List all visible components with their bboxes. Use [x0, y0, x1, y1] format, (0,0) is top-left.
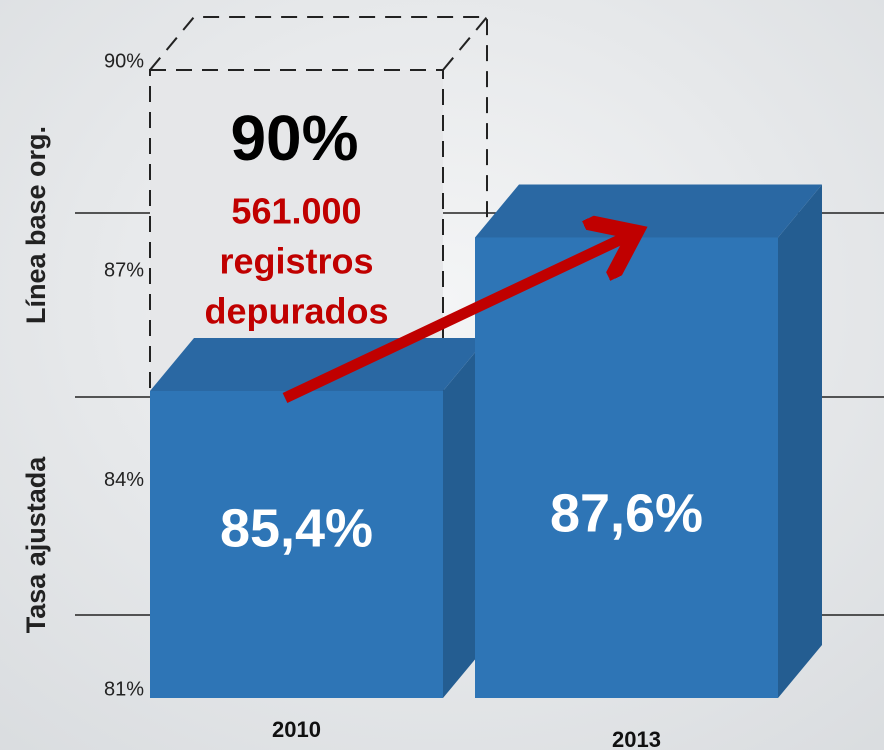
y-tick-label: 81% — [104, 678, 144, 700]
bar — [475, 237, 778, 698]
y-tick-label: 90% — [104, 50, 144, 72]
target-box-depth — [149, 16, 488, 338]
x-tick-label: 2013 — [612, 727, 661, 750]
value-label: 87,6% — [550, 483, 703, 543]
arrow — [282, 236, 628, 403]
y-axis-label: Tasa ajustada — [21, 456, 51, 634]
bar — [150, 390, 443, 698]
value-label: 85,4% — [220, 498, 373, 558]
annotation: 561.000 — [231, 191, 361, 232]
y-axis-label: Línea base org. — [21, 126, 51, 324]
target-box — [149, 69, 444, 392]
bar-top — [150, 337, 487, 391]
bar-side — [778, 184, 822, 698]
x-tick-label: 2010 — [272, 717, 321, 742]
plot: 81% 84% 87% 90% Tasa ajustada Línea base org.… — [21, 16, 822, 750]
y-tick-label: 84% — [104, 469, 144, 491]
annotation: registros — [219, 241, 373, 282]
target-label: 90% — [230, 102, 358, 174]
annotation: depurados — [204, 291, 388, 332]
y-tick-label: 87% — [104, 260, 144, 282]
bar-top — [475, 184, 822, 238]
